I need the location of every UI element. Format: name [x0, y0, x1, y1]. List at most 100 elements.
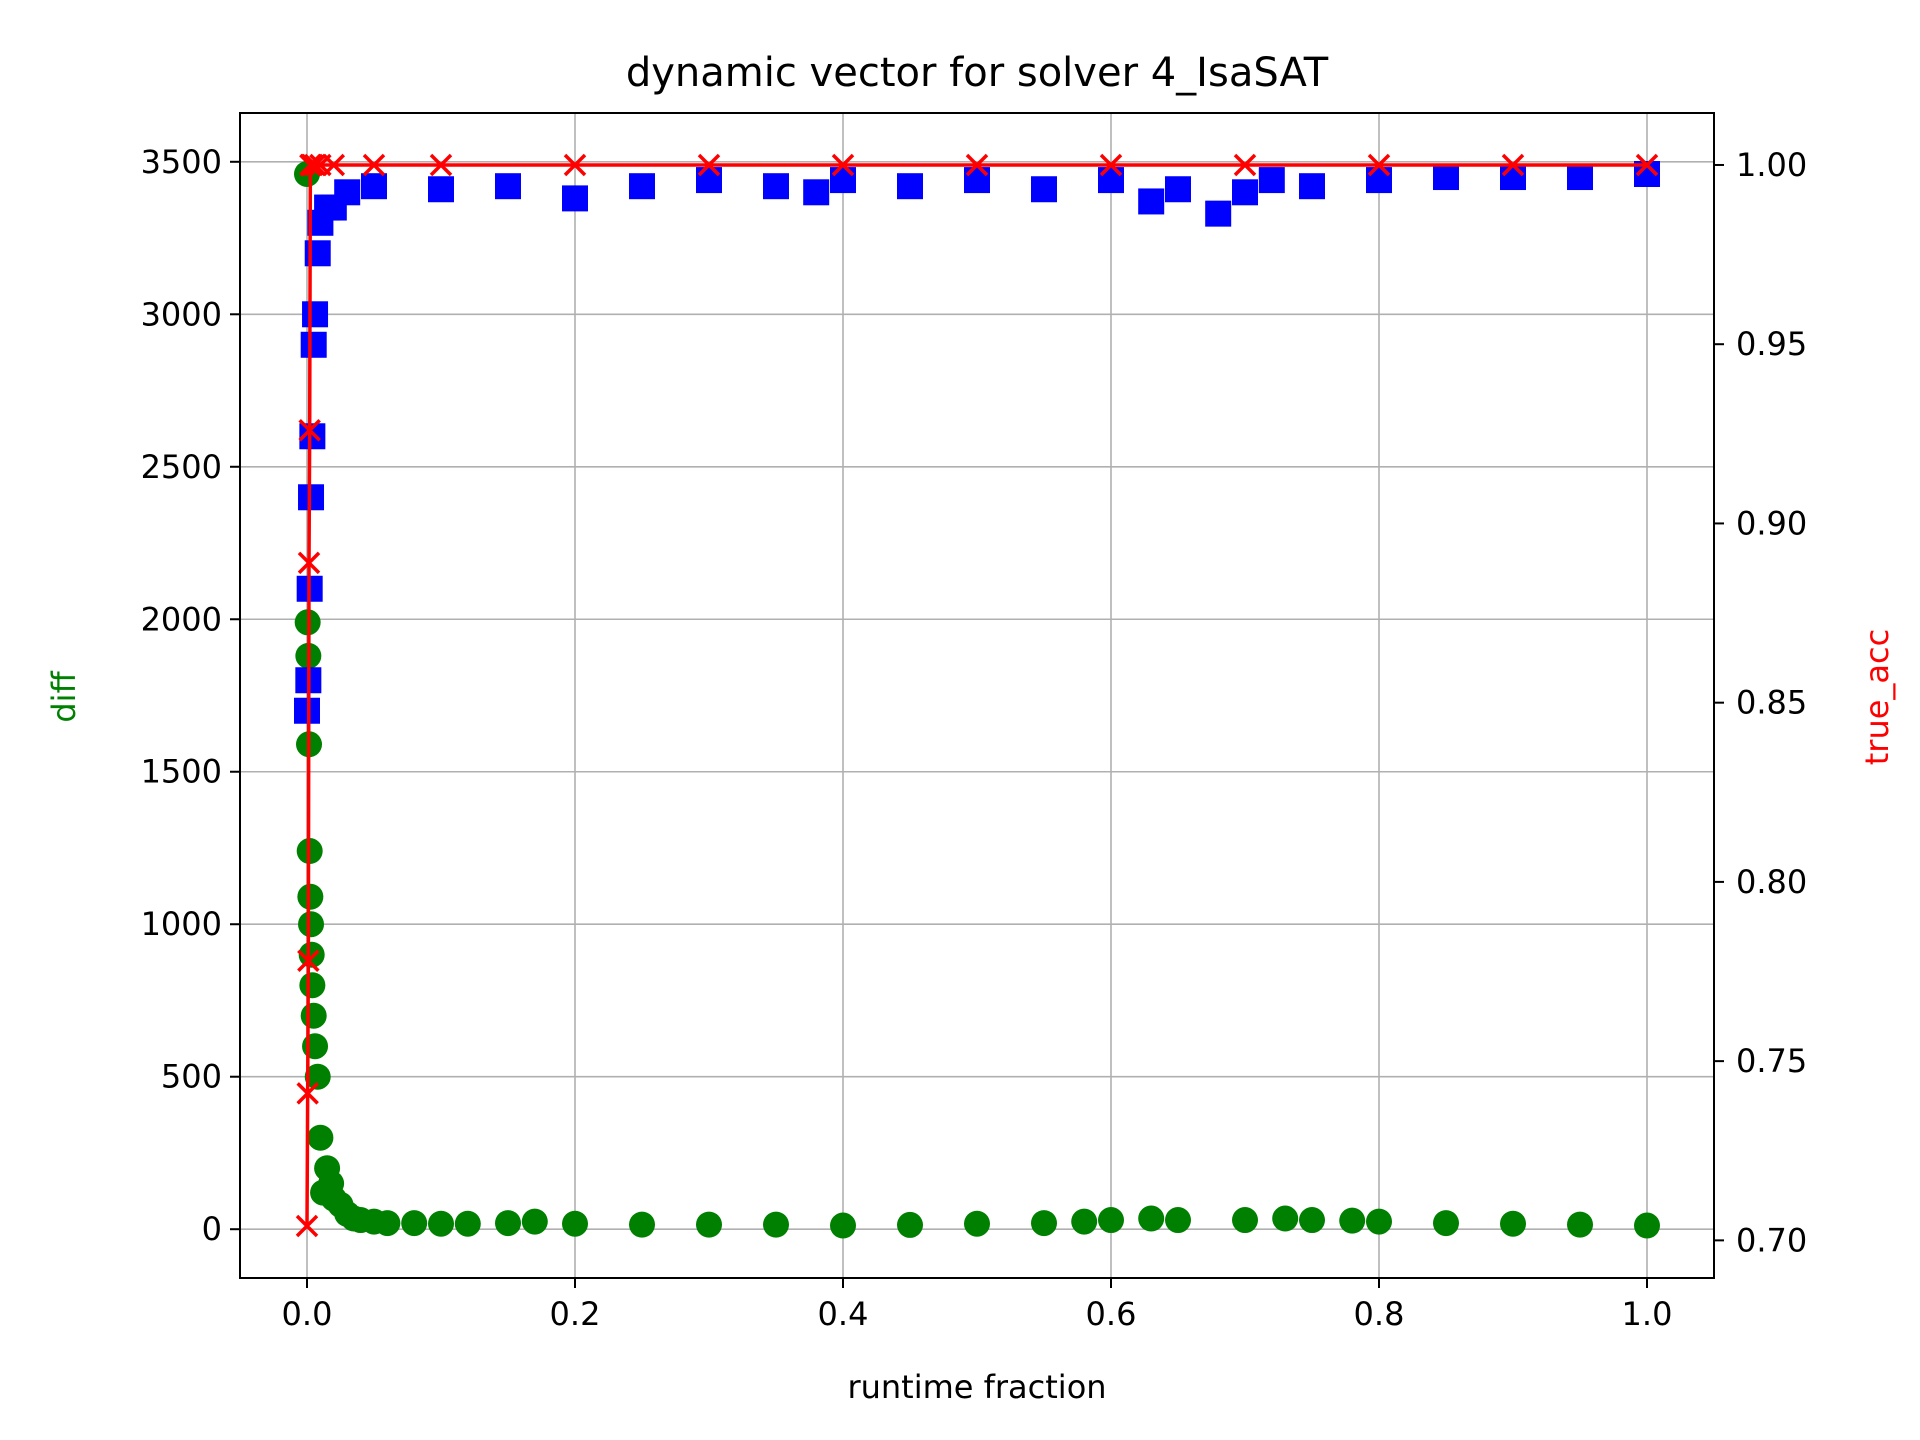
blue-square-point [1299, 173, 1325, 200]
diff-point [302, 1033, 329, 1060]
blue-square-point [1138, 188, 1165, 215]
diff-point [454, 1210, 481, 1237]
diff-point [1634, 1212, 1660, 1239]
diff-point [1272, 1205, 1299, 1232]
diff-point [300, 1002, 327, 1029]
y-tick-label: 2500 [141, 448, 222, 486]
true-acc-point [297, 949, 320, 972]
diff-point [299, 972, 326, 999]
diff-point [1165, 1207, 1191, 1234]
true-acc-point [1635, 153, 1659, 177]
x-axis-label: runtime fraction [847, 1368, 1106, 1406]
diff-point [1433, 1210, 1459, 1237]
series-2-x [295, 153, 1659, 1238]
diff-point [298, 941, 325, 968]
diff-point [696, 1211, 722, 1238]
blue-square-point [803, 179, 830, 206]
diff-point [562, 1210, 588, 1237]
true-acc-point [322, 153, 346, 177]
true-acc-point [297, 551, 321, 575]
diff-point [1500, 1210, 1526, 1237]
diff-point [1031, 1210, 1057, 1237]
true-acc-point [563, 153, 587, 177]
x-axis-ticks: 0.0 0.2 0.4 0.6 0.8 1.0 [282, 1278, 1672, 1333]
y-tick-label: 1000 [141, 905, 222, 943]
blue-square-point [1205, 200, 1232, 227]
y2-tick-label: 0.70 [1736, 1221, 1807, 1259]
diff-point [401, 1210, 428, 1237]
x-tick-label: 0.0 [282, 1295, 333, 1333]
y2-tick-label: 0.90 [1736, 504, 1807, 542]
y-tick-label: 3000 [141, 295, 222, 333]
true-acc-point [429, 153, 453, 177]
blue-square-point [334, 179, 361, 206]
x-tick-label: 0.4 [818, 1295, 869, 1333]
series-1-square [294, 160, 1660, 724]
diff-point [1138, 1205, 1165, 1232]
diff-point [495, 1210, 521, 1237]
blue-square-point [1165, 176, 1191, 203]
x-tick-label: 0.2 [550, 1295, 601, 1333]
blue-square-point [964, 167, 990, 194]
y-tick-label: 500 [161, 1058, 222, 1096]
y2-axis-ticks: 0.70 0.75 0.80 0.85 0.90 0.95 1.00 [1714, 146, 1807, 1259]
blue-square-point [1031, 176, 1057, 203]
true-acc-point [697, 153, 721, 177]
x-tick-label: 0.6 [1086, 1295, 1137, 1333]
diff-point [629, 1211, 655, 1238]
y2-tick-label: 0.80 [1736, 863, 1807, 901]
y2-axis-label: true_acc [1858, 629, 1896, 765]
blue-square-point [763, 173, 789, 200]
series-layer [294, 153, 1660, 1239]
true-acc-line [305, 163, 1647, 1227]
chart-title: dynamic vector for solver 4_IsaSAT [626, 50, 1329, 96]
diff-point [1299, 1207, 1325, 1234]
blue-square-point [302, 301, 329, 328]
plot-frame [239, 112, 1715, 1279]
diff-point [1071, 1208, 1098, 1235]
blue-square-point [696, 167, 722, 194]
diff-point [297, 883, 324, 910]
diff-point [1232, 1207, 1258, 1234]
blue-square-point [300, 331, 327, 358]
y-tick-label: 1500 [141, 753, 222, 791]
diff-point [1339, 1207, 1366, 1234]
series-0-circle [294, 160, 1660, 1239]
true-acc-point [1099, 153, 1123, 177]
blue-square-point [1567, 164, 1593, 191]
diff-point [374, 1210, 401, 1237]
true-acc-point [296, 1082, 319, 1105]
blue-square-point [1098, 167, 1124, 194]
x-tick-label: 0.8 [1354, 1295, 1405, 1333]
true-acc-point [1233, 153, 1257, 177]
diff-point [428, 1210, 454, 1237]
diff-point [830, 1212, 856, 1239]
true-acc-point [965, 153, 989, 177]
blue-square-point [428, 176, 454, 203]
blue-square-point [562, 185, 588, 212]
diff-point [1098, 1207, 1124, 1234]
diff-point [897, 1211, 923, 1238]
blue-square-point [1258, 167, 1285, 194]
y2-tick-label: 0.85 [1736, 684, 1807, 722]
blue-square-point [1366, 167, 1392, 194]
true-acc-point [301, 153, 324, 177]
true-acc-point [303, 153, 327, 177]
blue-square-point [495, 173, 521, 200]
y-tick-label: 0 [202, 1210, 222, 1248]
blue-square-point [629, 173, 655, 200]
diff-point [1366, 1208, 1392, 1235]
blue-square-point [1232, 179, 1258, 206]
true-acc-point [298, 419, 321, 442]
y2-tick-label: 0.95 [1736, 325, 1807, 363]
true-acc-point [831, 153, 855, 177]
diff-point [763, 1211, 789, 1238]
blue-square-point [361, 173, 387, 200]
y2-tick-label: 1.00 [1736, 146, 1807, 184]
blue-square-point [830, 167, 856, 194]
y2-tick-label: 0.75 [1736, 1042, 1807, 1080]
blue-square-point [1500, 164, 1526, 191]
true-acc-point [362, 153, 386, 177]
y-axis-ticks: 0 500 1000 1500 2000 2500 3000 3500 [141, 143, 240, 1248]
